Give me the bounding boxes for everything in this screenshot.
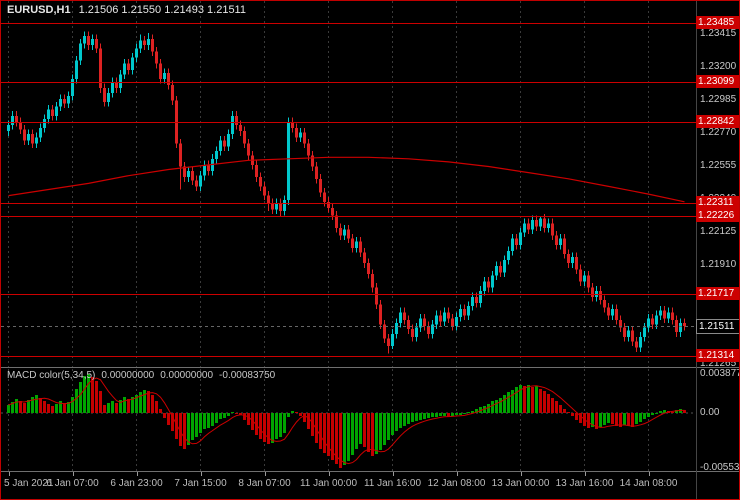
time-axis-label: 13 Jan 16:00 bbox=[555, 478, 614, 489]
macd-axis-label: 0.0038777 bbox=[700, 368, 739, 380]
macd-signal-line bbox=[8, 377, 685, 465]
price-axis-label: 1.23200 bbox=[700, 60, 737, 72]
time-tick bbox=[584, 472, 586, 476]
price-level-label: 1.23485 bbox=[696, 15, 739, 29]
macd-indicator-canvas[interactable] bbox=[1, 369, 696, 471]
price-level-label: 1.21717 bbox=[696, 287, 739, 301]
price-axis-label: 1.22125 bbox=[700, 225, 737, 237]
time-tick bbox=[648, 472, 650, 476]
price-level-label: 1.22226 bbox=[696, 209, 739, 223]
time-axis-label: 7 Jan 15:00 bbox=[174, 478, 227, 489]
current-price-label: 1.21511 bbox=[696, 318, 739, 334]
price-chart-canvas[interactable] bbox=[1, 1, 696, 367]
pane-separator[interactable] bbox=[1, 367, 739, 368]
price-grid bbox=[8, 1, 649, 367]
time-tick bbox=[264, 472, 266, 476]
price-axis-label: 1.22555 bbox=[700, 159, 737, 171]
price-level-label: 1.22311 bbox=[696, 196, 739, 210]
time-tick bbox=[520, 472, 522, 476]
time-axis-label: 11 Jan 00:00 bbox=[299, 478, 358, 489]
price-level-label: 1.21314 bbox=[696, 349, 739, 363]
pane-separator-bottom[interactable] bbox=[1, 471, 739, 472]
time-tick bbox=[8, 472, 10, 476]
macd-value-1: 0.00000000 bbox=[101, 370, 155, 381]
time-tick bbox=[200, 472, 202, 476]
price-axis-label: 1.22770 bbox=[700, 126, 737, 138]
price-axis[interactable]: 1.23415 1.23200 1.22985 1.22770 1.22555 1.223… bbox=[696, 1, 740, 499]
macd-value-3: -0.00083750 bbox=[219, 370, 276, 381]
time-tick bbox=[136, 472, 138, 476]
moving-average-line[interactable] bbox=[8, 156, 685, 203]
ohlc-values: 1.21506 1.21550 1.21493 1.21511 bbox=[78, 4, 246, 16]
price-axis-label: 1.22985 bbox=[700, 93, 737, 105]
time-axis-label: 6 Jan 23:00 bbox=[110, 478, 163, 489]
candles-series bbox=[7, 31, 686, 354]
macd-indicator-name: MACD color(5,34,5) bbox=[7, 370, 96, 381]
time-axis-label: 14 Jan 08:00 bbox=[619, 478, 678, 489]
price-level-label: 1.23099 bbox=[696, 75, 739, 89]
price-axis-label: 1.23415 bbox=[700, 27, 737, 39]
macd-axis-label: -0.0055303 bbox=[700, 462, 740, 474]
time-axis-label: 13 Jan 00:00 bbox=[491, 478, 550, 489]
time-axis[interactable]: 5 Jan 2021 6 Jan 07:00 6 Jan 23:00 7 Jan 15… bbox=[1, 472, 696, 499]
time-axis-label: 8 Jan 07:00 bbox=[238, 478, 291, 489]
price-level-label: 1.22842 bbox=[696, 114, 739, 128]
price-axis-label: 1.21910 bbox=[700, 258, 737, 270]
time-axis-label: 11 Jan 16:00 bbox=[363, 478, 422, 489]
macd-value-2: 0.00000000 bbox=[160, 370, 214, 381]
time-tick bbox=[456, 472, 458, 476]
time-axis-label: 12 Jan 08:00 bbox=[427, 478, 486, 489]
chart-title: EURUSD,H1 1.21506 1.21550 1.21493 1.21511 bbox=[7, 4, 246, 16]
macd-axis-label: 0.00 bbox=[700, 407, 720, 418]
time-tick bbox=[328, 472, 330, 476]
time-tick bbox=[392, 472, 394, 476]
time-axis-label: 5 Jan 2021 bbox=[4, 478, 54, 489]
axis-separator bbox=[696, 1, 697, 499]
time-tick bbox=[72, 472, 74, 476]
price-axis-label: 1.21265 bbox=[700, 357, 737, 369]
symbol-timeframe-label: EURUSD,H1 bbox=[7, 4, 71, 16]
macd-histogram bbox=[7, 374, 686, 468]
macd-indicator-title: MACD color(5,34,5) 0.00000000 0.00000000 -0… bbox=[7, 370, 281, 381]
time-axis-label: 6 Jan 07:00 bbox=[46, 478, 99, 489]
